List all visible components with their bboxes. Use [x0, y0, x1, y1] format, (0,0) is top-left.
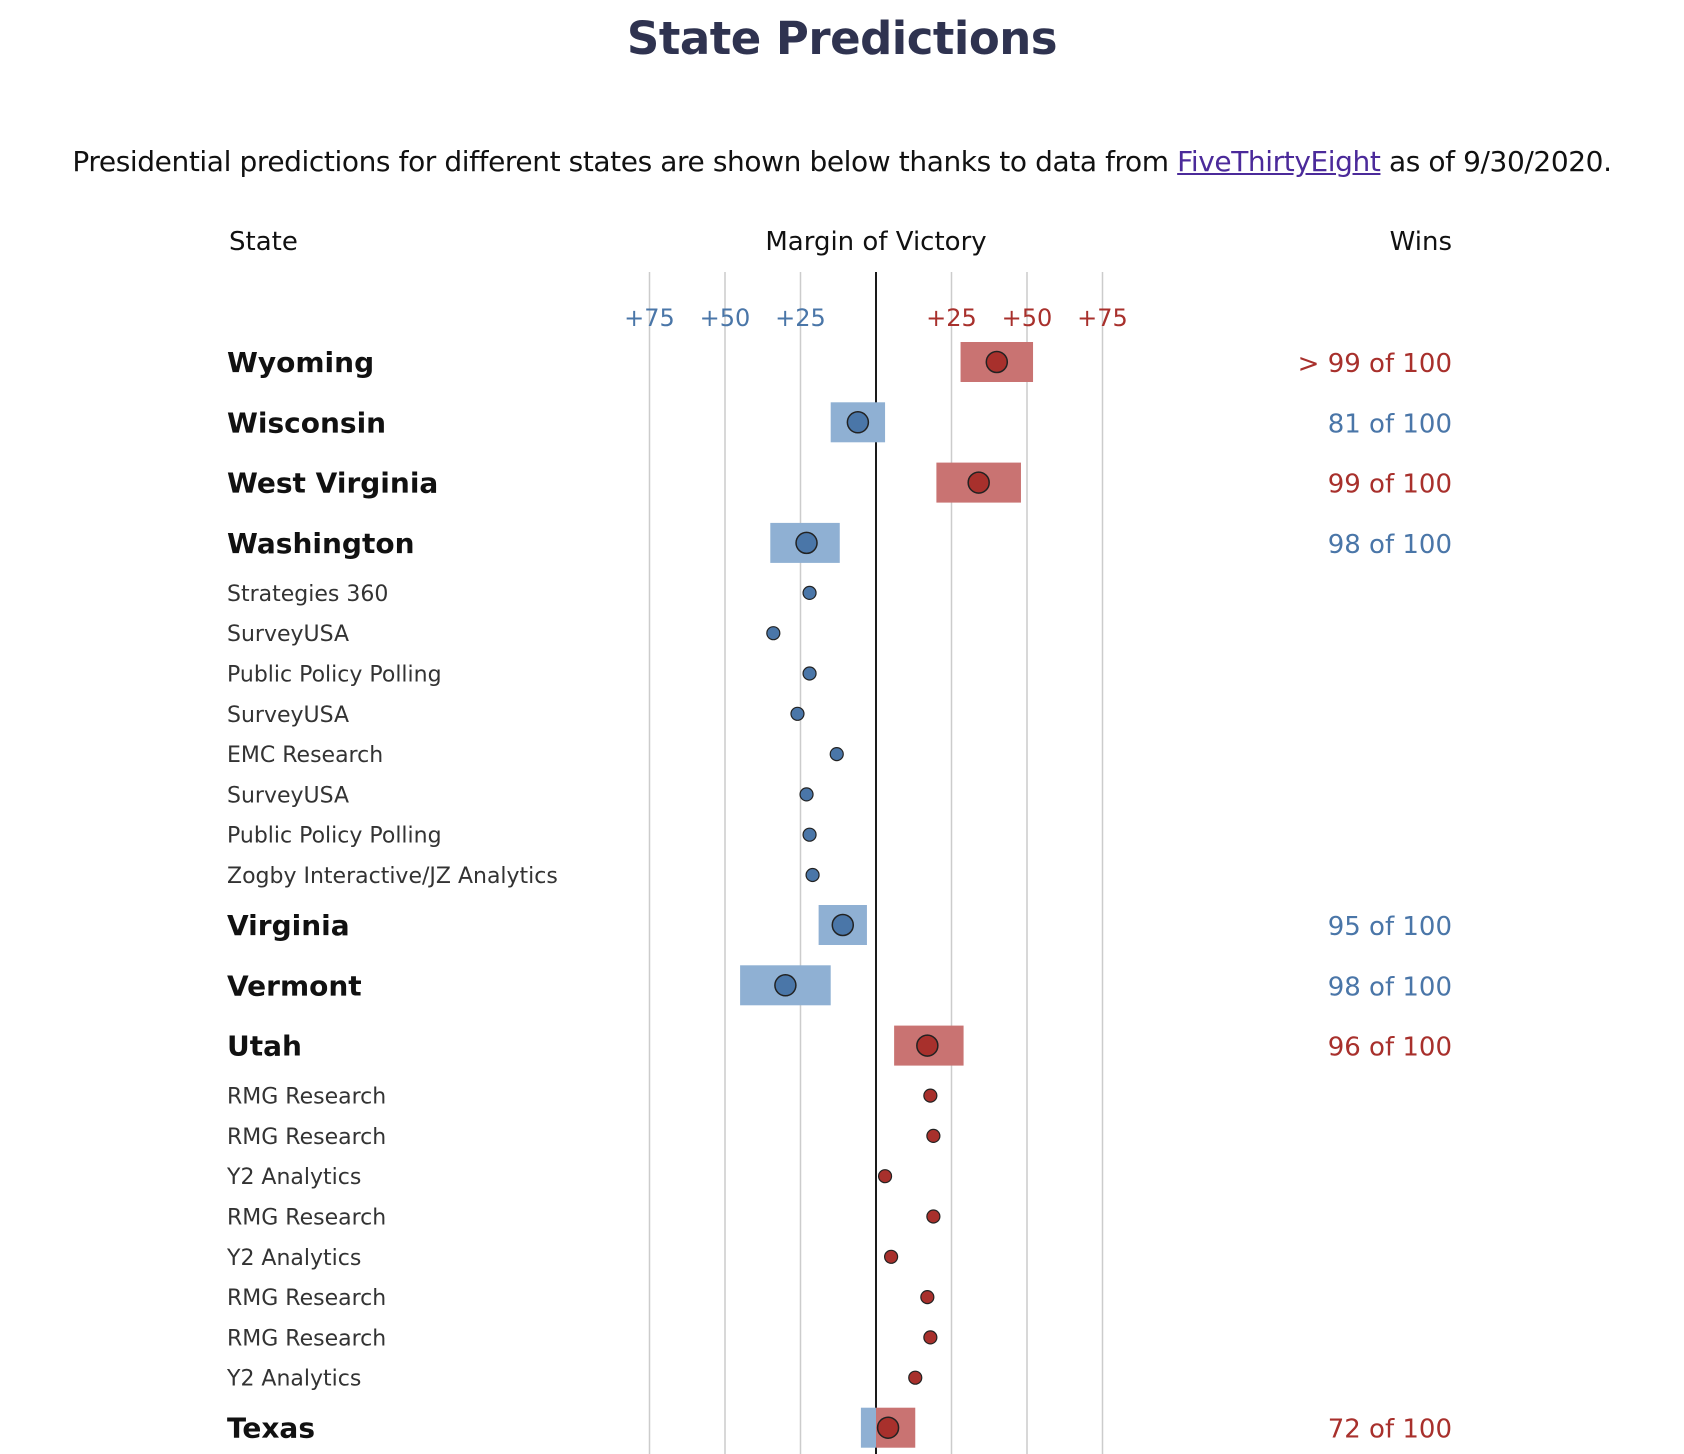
state-label: Wisconsin [227, 406, 386, 439]
x-tick-label: +75 [624, 304, 675, 332]
poll-margin-dot [805, 867, 820, 883]
poll-margin-dot [923, 1088, 938, 1103]
poll-margin-dot [926, 1128, 941, 1144]
poll-margin-dot [802, 827, 817, 842]
poll-margin-dot [802, 666, 817, 681]
poll-label: RMG Research [227, 1326, 386, 1351]
x-tick-label: +25 [775, 304, 826, 332]
poll-margin-dot [908, 1370, 923, 1385]
state-margin-dot [774, 974, 797, 997]
state-wins-label: 99 of 100 [1328, 470, 1452, 500]
poll-margin-dot [923, 1330, 938, 1345]
poll-label: Y2 Analytics [226, 1165, 361, 1190]
poll-label: SurveyUSA [227, 783, 349, 808]
state-margin-dot [795, 531, 818, 555]
state-wins-label: 98 of 100 [1328, 530, 1452, 560]
poll-label: SurveyUSA [227, 622, 349, 647]
state-margin-dot [967, 471, 990, 494]
state-label: Texas [227, 1412, 315, 1445]
poll-label: Public Policy Polling [227, 663, 442, 688]
poll-margin-dot [829, 746, 844, 762]
poll-margin-dot [877, 1169, 893, 1184]
state-margin-dot [831, 913, 855, 937]
poll-label: EMC Research [227, 743, 383, 768]
poll-label: Y2 Analytics [226, 1246, 361, 1271]
poll-margin-dot [920, 1289, 935, 1305]
margin-column-header: Margin of Victory [765, 227, 987, 257]
poll-label: SurveyUSA [227, 703, 349, 728]
state-margin-dot [916, 1034, 939, 1057]
x-tick-label: +50 [700, 304, 751, 332]
poll-label: RMG Research [227, 1286, 386, 1311]
poll-margin-dot [799, 787, 814, 802]
intro-before: Presidential predictions for different s… [72, 145, 1178, 178]
poll-label: Zogby Interactive/JZ Analytics [227, 864, 558, 889]
poll-margin-dot [926, 1209, 941, 1224]
state-label: Vermont [227, 969, 362, 1002]
state-margin-dot [846, 411, 870, 434]
state-column-header: State [229, 227, 298, 257]
poll-label: Strategies 360 [227, 582, 388, 607]
state-label: Virginia [227, 909, 350, 942]
state-wins-label: 96 of 100 [1328, 1033, 1452, 1063]
state-wins-label: 81 of 100 [1328, 409, 1452, 439]
state-label: Wyoming [227, 346, 374, 379]
state-margin-dot [985, 350, 1009, 374]
fivethirtyeight-link[interactable]: FiveThirtyEight [1177, 145, 1381, 178]
state-label: Utah [227, 1030, 302, 1063]
state-label: West Virginia [227, 467, 438, 500]
state-margin-dot [876, 1416, 900, 1439]
poll-label: RMG Research [227, 1125, 386, 1150]
intro-after: as of 9/30/2020. [1380, 145, 1612, 178]
x-tick-label: +25 [926, 304, 977, 332]
state-wins-label: 98 of 100 [1328, 972, 1452, 1002]
poll-label: RMG Research [227, 1206, 386, 1231]
poll-label: Public Policy Polling [227, 824, 442, 849]
intro-text: Presidential predictions for different s… [0, 145, 1684, 178]
x-tick-label: +50 [1002, 304, 1053, 332]
state-range-band-dem [860, 1407, 876, 1448]
state-label: Washington [227, 527, 415, 560]
wins-column-header: Wins [1389, 227, 1452, 257]
poll-label: Y2 Analytics [226, 1367, 361, 1392]
state-wins-label: > 99 of 100 [1298, 349, 1452, 379]
state-wins-label: 95 of 100 [1328, 912, 1452, 942]
poll-margin-dot [802, 585, 817, 601]
page-title: State Predictions [626, 12, 1058, 65]
poll-label: RMG Research [227, 1085, 386, 1110]
poll-margin-dot [790, 706, 805, 721]
x-tick-label: +75 [1077, 304, 1128, 332]
poll-margin-dot [883, 1249, 899, 1264]
poll-margin-dot [766, 626, 781, 641]
state-wins-label: 72 of 100 [1328, 1415, 1452, 1445]
